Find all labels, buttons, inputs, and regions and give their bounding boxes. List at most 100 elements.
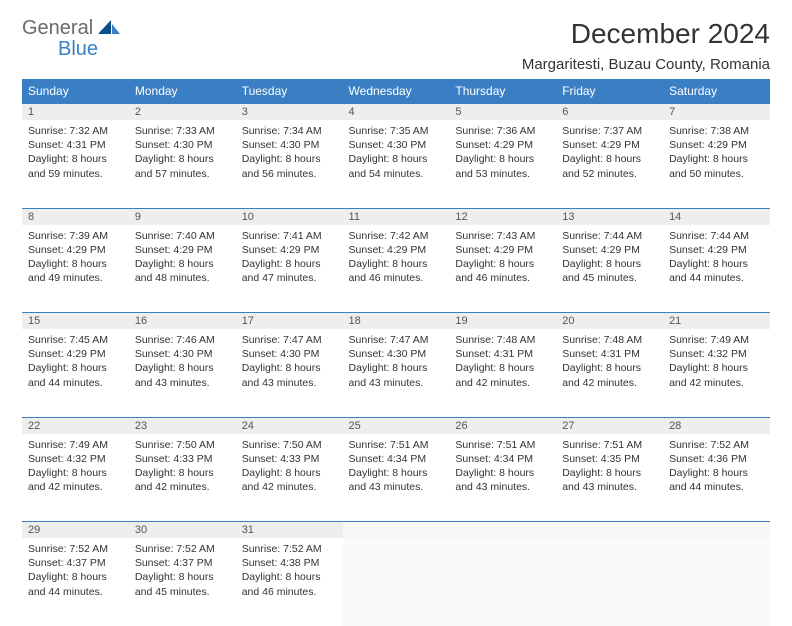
sunset-text: Sunset: 4:37 PM bbox=[28, 556, 123, 570]
sunset-text: Sunset: 4:29 PM bbox=[455, 138, 550, 152]
day-cell: Sunrise: 7:47 AMSunset: 4:30 PMDaylight:… bbox=[343, 329, 450, 417]
day-cell-body: Sunrise: 7:49 AMSunset: 4:32 PMDaylight:… bbox=[22, 434, 129, 501]
day-cell-body: Sunrise: 7:39 AMSunset: 4:29 PMDaylight:… bbox=[22, 225, 129, 292]
day-cell-body: Sunrise: 7:50 AMSunset: 4:33 PMDaylight:… bbox=[236, 434, 343, 501]
day-cell-body: Sunrise: 7:48 AMSunset: 4:31 PMDaylight:… bbox=[449, 329, 556, 396]
sunset-text: Sunset: 4:33 PM bbox=[242, 452, 337, 466]
sunrise-text: Sunrise: 7:51 AM bbox=[455, 438, 550, 452]
sunset-text: Sunset: 4:37 PM bbox=[135, 556, 230, 570]
sunrise-text: Sunrise: 7:36 AM bbox=[455, 124, 550, 138]
day-cell-body: Sunrise: 7:44 AMSunset: 4:29 PMDaylight:… bbox=[663, 225, 770, 292]
day-number-cell: 1 bbox=[22, 104, 129, 121]
daylight-text: Daylight: 8 hours and 42 minutes. bbox=[135, 466, 230, 494]
location-text: Margaritesti, Buzau County, Romania bbox=[522, 56, 770, 73]
day-cell bbox=[449, 538, 556, 626]
day-number-cell: 20 bbox=[556, 313, 663, 330]
sunrise-text: Sunrise: 7:52 AM bbox=[242, 542, 337, 556]
day-cell-body: Sunrise: 7:52 AMSunset: 4:38 PMDaylight:… bbox=[236, 538, 343, 605]
day-cell: Sunrise: 7:45 AMSunset: 4:29 PMDaylight:… bbox=[22, 329, 129, 417]
day-cell: Sunrise: 7:48 AMSunset: 4:31 PMDaylight:… bbox=[556, 329, 663, 417]
day-number-cell: 6 bbox=[556, 104, 663, 121]
sunrise-text: Sunrise: 7:44 AM bbox=[562, 229, 657, 243]
day-cell: Sunrise: 7:49 AMSunset: 4:32 PMDaylight:… bbox=[22, 434, 129, 522]
daylight-text: Daylight: 8 hours and 52 minutes. bbox=[562, 152, 657, 180]
day-cell: Sunrise: 7:44 AMSunset: 4:29 PMDaylight:… bbox=[663, 225, 770, 313]
daylight-text: Daylight: 8 hours and 43 minutes. bbox=[455, 466, 550, 494]
day-cell-body: Sunrise: 7:34 AMSunset: 4:30 PMDaylight:… bbox=[236, 120, 343, 187]
daylight-text: Daylight: 8 hours and 44 minutes. bbox=[669, 257, 764, 285]
empty-cell bbox=[449, 538, 556, 626]
empty-cell bbox=[343, 538, 450, 626]
weekday-monday: Monday bbox=[129, 79, 236, 104]
day-body-row: Sunrise: 7:39 AMSunset: 4:29 PMDaylight:… bbox=[22, 225, 770, 313]
day-cell-body: Sunrise: 7:40 AMSunset: 4:29 PMDaylight:… bbox=[129, 225, 236, 292]
daylight-text: Daylight: 8 hours and 42 minutes. bbox=[242, 466, 337, 494]
daylight-text: Daylight: 8 hours and 42 minutes. bbox=[562, 361, 657, 389]
day-cell-body: Sunrise: 7:32 AMSunset: 4:31 PMDaylight:… bbox=[22, 120, 129, 187]
day-cell: Sunrise: 7:47 AMSunset: 4:30 PMDaylight:… bbox=[236, 329, 343, 417]
day-cell: Sunrise: 7:50 AMSunset: 4:33 PMDaylight:… bbox=[129, 434, 236, 522]
day-cell-body: Sunrise: 7:48 AMSunset: 4:31 PMDaylight:… bbox=[556, 329, 663, 396]
weekday-thursday: Thursday bbox=[449, 79, 556, 104]
day-cell: Sunrise: 7:44 AMSunset: 4:29 PMDaylight:… bbox=[556, 225, 663, 313]
daylight-text: Daylight: 8 hours and 53 minutes. bbox=[455, 152, 550, 180]
daylight-text: Daylight: 8 hours and 44 minutes. bbox=[28, 361, 123, 389]
day-number-cell: 25 bbox=[343, 417, 450, 434]
daynum-row: 15161718192021 bbox=[22, 313, 770, 330]
sunset-text: Sunset: 4:30 PM bbox=[349, 347, 444, 361]
day-cell-body: Sunrise: 7:52 AMSunset: 4:37 PMDaylight:… bbox=[129, 538, 236, 605]
day-cell: Sunrise: 7:52 AMSunset: 4:36 PMDaylight:… bbox=[663, 434, 770, 522]
day-cell-body: Sunrise: 7:42 AMSunset: 4:29 PMDaylight:… bbox=[343, 225, 450, 292]
sunset-text: Sunset: 4:29 PM bbox=[135, 243, 230, 257]
sunrise-text: Sunrise: 7:49 AM bbox=[669, 333, 764, 347]
day-cell: Sunrise: 7:51 AMSunset: 4:34 PMDaylight:… bbox=[343, 434, 450, 522]
sunset-text: Sunset: 4:31 PM bbox=[455, 347, 550, 361]
day-cell: Sunrise: 7:39 AMSunset: 4:29 PMDaylight:… bbox=[22, 225, 129, 313]
day-number-cell: 22 bbox=[22, 417, 129, 434]
sunrise-text: Sunrise: 7:48 AM bbox=[562, 333, 657, 347]
day-cell bbox=[343, 538, 450, 626]
day-cell-body: Sunrise: 7:38 AMSunset: 4:29 PMDaylight:… bbox=[663, 120, 770, 187]
daylight-text: Daylight: 8 hours and 54 minutes. bbox=[349, 152, 444, 180]
day-cell-body: Sunrise: 7:45 AMSunset: 4:29 PMDaylight:… bbox=[22, 329, 129, 396]
sunset-text: Sunset: 4:30 PM bbox=[135, 138, 230, 152]
sunrise-text: Sunrise: 7:49 AM bbox=[28, 438, 123, 452]
day-cell: Sunrise: 7:36 AMSunset: 4:29 PMDaylight:… bbox=[449, 120, 556, 208]
day-number-cell: 19 bbox=[449, 313, 556, 330]
daylight-text: Daylight: 8 hours and 42 minutes. bbox=[28, 466, 123, 494]
day-number-cell: 24 bbox=[236, 417, 343, 434]
daylight-text: Daylight: 8 hours and 43 minutes. bbox=[562, 466, 657, 494]
day-cell-body: Sunrise: 7:47 AMSunset: 4:30 PMDaylight:… bbox=[343, 329, 450, 396]
sunset-text: Sunset: 4:29 PM bbox=[562, 243, 657, 257]
daylight-text: Daylight: 8 hours and 46 minutes. bbox=[242, 570, 337, 598]
daynum-row: 1234567 bbox=[22, 104, 770, 121]
day-number-cell: 13 bbox=[556, 208, 663, 225]
day-number-cell bbox=[343, 522, 450, 539]
calendar-table: Sunday Monday Tuesday Wednesday Thursday… bbox=[22, 79, 770, 626]
day-number-cell: 29 bbox=[22, 522, 129, 539]
day-cell-body: Sunrise: 7:46 AMSunset: 4:30 PMDaylight:… bbox=[129, 329, 236, 396]
day-cell-body: Sunrise: 7:51 AMSunset: 4:34 PMDaylight:… bbox=[343, 434, 450, 501]
day-cell-body: Sunrise: 7:52 AMSunset: 4:36 PMDaylight:… bbox=[663, 434, 770, 501]
day-body-row: Sunrise: 7:32 AMSunset: 4:31 PMDaylight:… bbox=[22, 120, 770, 208]
day-number-cell bbox=[449, 522, 556, 539]
day-number-cell: 14 bbox=[663, 208, 770, 225]
page-header: General Blue December 2024 Margaritesti,… bbox=[22, 18, 770, 73]
brand-text-blue: Blue bbox=[58, 39, 120, 59]
sunrise-text: Sunrise: 7:52 AM bbox=[135, 542, 230, 556]
day-number-cell: 23 bbox=[129, 417, 236, 434]
sunrise-text: Sunrise: 7:52 AM bbox=[669, 438, 764, 452]
sunrise-text: Sunrise: 7:50 AM bbox=[242, 438, 337, 452]
sunset-text: Sunset: 4:29 PM bbox=[28, 243, 123, 257]
daylight-text: Daylight: 8 hours and 49 minutes. bbox=[28, 257, 123, 285]
daynum-row: 22232425262728 bbox=[22, 417, 770, 434]
sunrise-text: Sunrise: 7:32 AM bbox=[28, 124, 123, 138]
sunrise-text: Sunrise: 7:52 AM bbox=[28, 542, 123, 556]
day-number-cell: 27 bbox=[556, 417, 663, 434]
sunrise-text: Sunrise: 7:40 AM bbox=[135, 229, 230, 243]
day-cell: Sunrise: 7:50 AMSunset: 4:33 PMDaylight:… bbox=[236, 434, 343, 522]
day-number-cell: 28 bbox=[663, 417, 770, 434]
sunset-text: Sunset: 4:30 PM bbox=[242, 347, 337, 361]
weekday-tuesday: Tuesday bbox=[236, 79, 343, 104]
calendar-body: 1234567Sunrise: 7:32 AMSunset: 4:31 PMDa… bbox=[22, 104, 770, 626]
